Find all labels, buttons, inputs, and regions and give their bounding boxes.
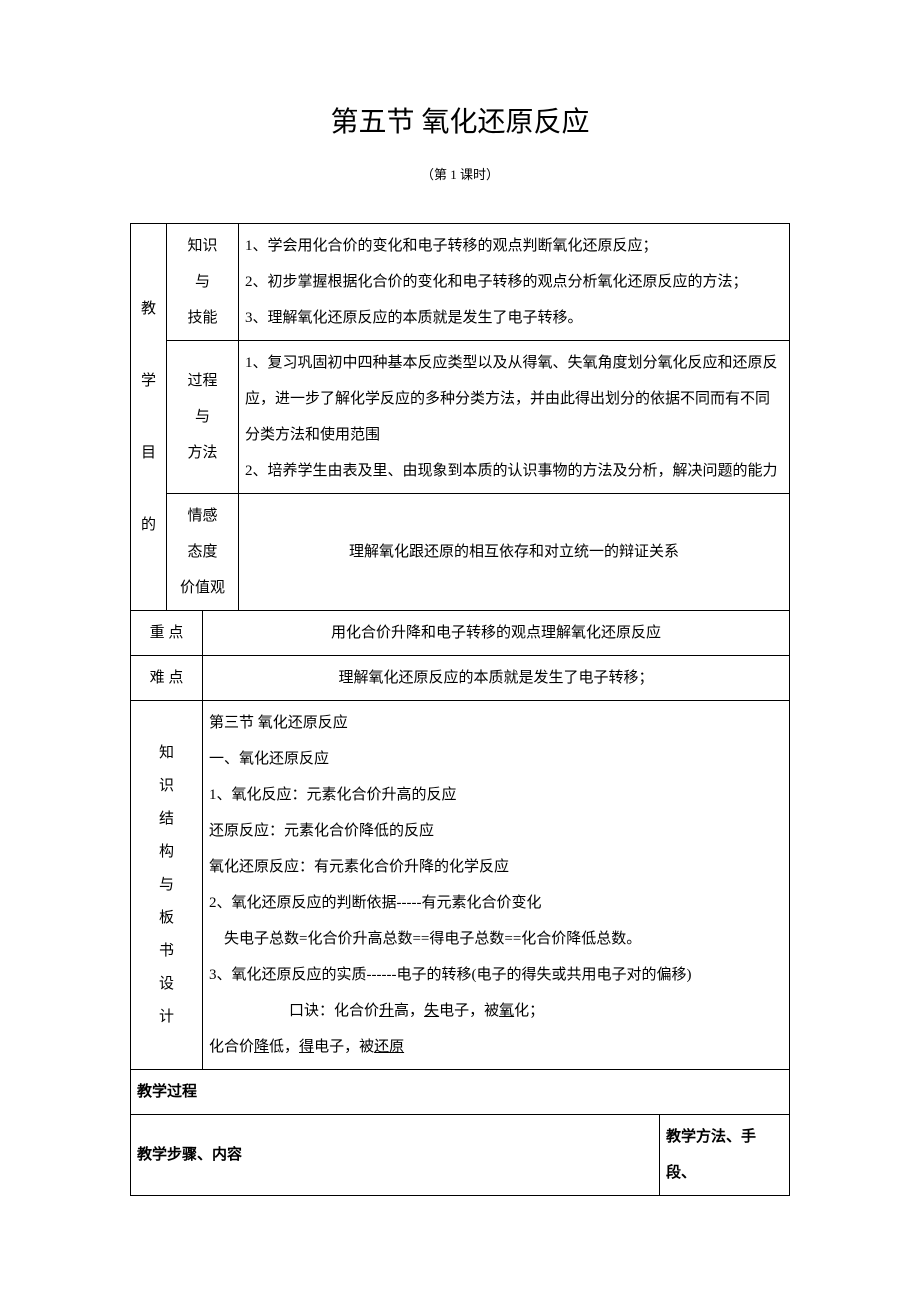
motto2-m2: 电子，被 — [314, 1039, 374, 1055]
motto2-u2: 得 — [299, 1039, 314, 1055]
structure-title-line: 第三节 氧化还原反应 — [209, 705, 783, 741]
knowledge-skill-content: 1、学会用化合价的变化和电子转移的观点判断氧化还原反应； 2、初步掌握根据化合价… — [239, 224, 790, 341]
structure-line-1: 1、氧化反应：元素化合价升高的反应 — [209, 777, 783, 813]
motto1-m1: 高， — [394, 1003, 424, 1019]
lesson-plan-table: 教 学 目 的 知识 与 技能 1、学会用化合价的变化和电子转移的观点判断氧化还… — [130, 223, 790, 1196]
structure-motto-1: 口诀：化合价升高，失电子，被氧化； — [209, 993, 783, 1029]
page-subtitle: （第 1 课时） — [130, 164, 790, 183]
motto2-m1: 低， — [269, 1039, 299, 1055]
method-label: 教学方法、手段、 — [659, 1115, 789, 1196]
structure-line-1b: 还原反应：元素化合价降低的反应 — [209, 813, 783, 849]
motto2-pre: 化合价 — [209, 1039, 254, 1055]
structure-content: 第三节 氧化还原反应 一、氧化还原反应 1、氧化反应：元素化合价升高的反应 还原… — [203, 701, 790, 1070]
motto1-m2: 电子，被 — [439, 1003, 499, 1019]
process-method-content: 1、复习巩固初中四种基本反应类型以及从得氧、失氧角度划分氧化反应和还原反应，进一… — [239, 341, 790, 494]
difficulty-content: 理解氧化还原反应的本质就是发生了电子转移； — [203, 656, 790, 701]
steps-label: 教学步骤、内容 — [131, 1115, 660, 1196]
structure-line-2: 2、氧化还原反应的判断依据-----有元素化合价变化 — [209, 885, 783, 921]
knowledge-skill-label: 知识 与 技能 — [167, 224, 239, 341]
motto1-u1: 升 — [379, 1003, 394, 1019]
key-label: 重 点 — [131, 611, 203, 656]
motto1-u2: 失 — [424, 1003, 439, 1019]
structure-label: 知 识 结 构 与 板 书 设 计 — [131, 701, 203, 1070]
difficulty-label: 难 点 — [131, 656, 203, 701]
structure-motto-2: 化合价降低，得电子，被还原 — [209, 1029, 783, 1065]
key-content: 用化合价升降和电子转移的观点理解氧化还原反应 — [203, 611, 790, 656]
motto2-u1: 降 — [254, 1039, 269, 1055]
process-method-label: 过程 与 方法 — [167, 341, 239, 494]
motto1-m3: 化； — [514, 1003, 544, 1019]
page-title: 第五节 氧化还原反应 — [130, 100, 790, 140]
structure-line-1c: 氧化还原反应：有元素化合价升降的化学反应 — [209, 849, 783, 885]
motto1-pre: 口诀：化合价 — [289, 1003, 379, 1019]
attitude-content: 理解氧化跟还原的相互依存和对立统一的辩证关系 — [239, 494, 790, 611]
process-label: 教学过程 — [131, 1070, 790, 1115]
motto2-u3: 还原 — [374, 1039, 404, 1055]
motto1-u3: 氧 — [499, 1003, 514, 1019]
attitude-label: 情感 态度 价值观 — [167, 494, 239, 611]
structure-heading-1: 一、氧化还原反应 — [209, 741, 783, 777]
objective-label: 教 学 目 的 — [131, 224, 167, 611]
structure-line-3: 3、氧化还原反应的实质------电子的转移(电子的得失或共用电子对的偏移) — [209, 957, 783, 993]
structure-line-2b: 失电子总数=化合价升高总数==得电子总数==化合价降低总数。 — [209, 921, 783, 957]
